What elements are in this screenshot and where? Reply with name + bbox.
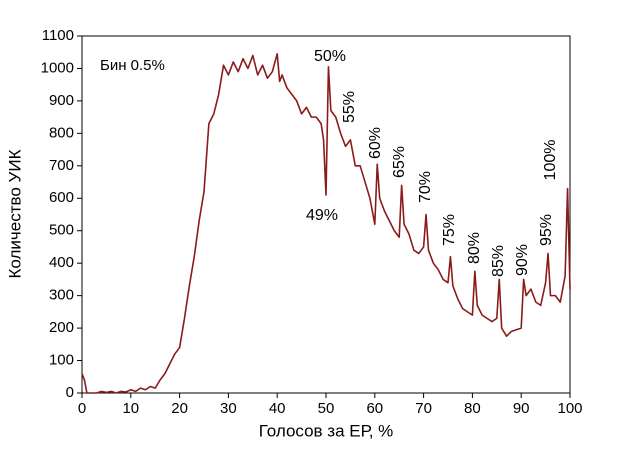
annotation: 60% [367, 127, 384, 159]
x-tick-label: 60 [366, 400, 383, 417]
y-tick-label: 100 [49, 352, 74, 369]
x-tick-label: 30 [220, 400, 237, 417]
annotation: 75% [441, 214, 458, 246]
y-tick-label: 1100 [42, 27, 74, 44]
x-tick-label: 50 [318, 400, 335, 417]
x-tick-label: 80 [464, 400, 481, 417]
annotation: 85% [490, 245, 507, 277]
y-tick-label: 500 [49, 222, 74, 239]
x-tick-label: 0 [78, 400, 86, 417]
annotation: 100% [542, 140, 559, 181]
y-tick-label: 0 [66, 384, 74, 401]
x-tick-label: 20 [171, 400, 188, 417]
annotation: 65% [391, 146, 408, 178]
y-tick-label: 700 [49, 157, 74, 174]
annotation: 90% [514, 244, 531, 276]
annotation: 95% [538, 214, 555, 246]
y-tick-label: 300 [49, 287, 74, 304]
x-axis-label: Голосов за ЕР, % [259, 421, 394, 440]
x-tick-label: 90 [513, 400, 530, 417]
y-tick-label: 200 [49, 319, 74, 336]
annotation: 80% [466, 232, 483, 264]
y-tick-label: 1000 [41, 59, 74, 76]
x-tick-label: 40 [269, 400, 286, 417]
annotation: 50% [314, 48, 346, 65]
x-tick-label: 70 [415, 400, 432, 417]
annotation: 49% [306, 207, 338, 224]
y-tick-label: 800 [49, 124, 74, 141]
annotation: Бин 0.5% [100, 57, 165, 74]
y-tick-label: 900 [49, 92, 74, 109]
y-tick-label: 400 [49, 254, 74, 271]
annotation: 55% [341, 91, 358, 123]
y-axis-label: Количество УИК [5, 149, 24, 278]
y-tick-label: 600 [49, 189, 74, 206]
annotation: 70% [417, 171, 434, 203]
line-series [81, 53, 571, 394]
x-tick-label: 10 [122, 400, 139, 417]
x-tick-label: 100 [557, 400, 582, 417]
